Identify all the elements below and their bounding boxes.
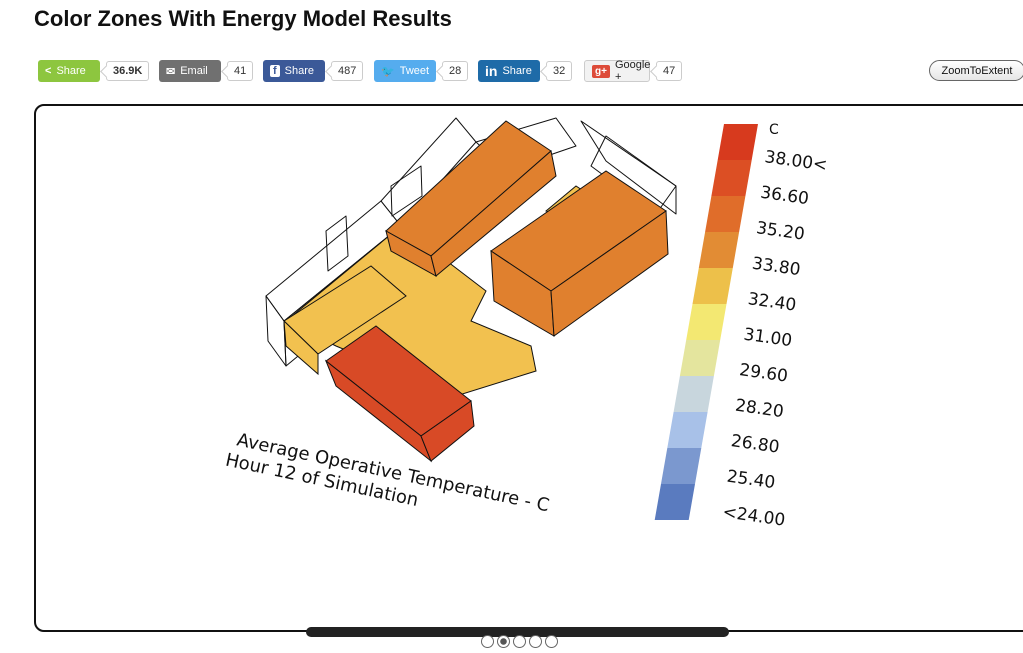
legend-swatch — [686, 304, 727, 340]
twitter-icon: 🐦 — [381, 65, 395, 78]
facebook-button[interactable]: f Share — [263, 60, 325, 82]
envelope-icon: ✉ — [166, 65, 176, 78]
legend-swatch — [679, 340, 721, 376]
legend-swatch — [711, 160, 752, 196]
legend-label: <24.00 — [721, 502, 786, 531]
linkedin-button[interactable]: in Share — [478, 60, 540, 82]
legend-swatch — [705, 196, 746, 232]
wireframe-zone — [265, 295, 287, 367]
legend-label: 35.20 — [755, 218, 806, 245]
pager-dot[interactable] — [545, 635, 558, 648]
zone-model-canvas[interactable]: C 38.00< 36.60 35.20 33.80 32.40 31.00 29.60 28… — [36, 106, 1023, 632]
legend-unit-label: C — [769, 122, 779, 138]
legend-label: 28.20 — [734, 396, 785, 423]
sharethis-count: 36.9K — [106, 61, 150, 81]
slide-pager — [481, 635, 558, 648]
legend-swatch — [717, 124, 758, 160]
wireframe-zone — [580, 120, 677, 215]
pager-dot[interactable] — [497, 635, 510, 648]
share-group-googleplus: g+ Google +47 — [584, 59, 683, 83]
pager-dot[interactable] — [529, 635, 542, 648]
legend-label: 29.60 — [738, 360, 789, 387]
horizontal-scrollbar[interactable] — [306, 627, 729, 637]
twitter-count: 28 — [442, 61, 469, 81]
pager-dot[interactable] — [513, 635, 526, 648]
legend-swatch — [698, 232, 740, 268]
legend-swatch — [661, 448, 702, 484]
googleplus-button[interactable]: g+ Google + — [584, 59, 651, 83]
legend-swatch — [654, 484, 695, 520]
page-title: Color Zones With Energy Model Results — [34, 6, 452, 31]
facebook-icon: f — [270, 65, 280, 77]
email-label: Email — [180, 65, 208, 77]
zone-west — [283, 265, 407, 376]
facebook-count: 487 — [331, 61, 364, 81]
googleplus-label: Google + — [614, 59, 651, 83]
legend-swatch — [667, 412, 708, 448]
legend-swatch — [692, 268, 733, 304]
3d-viewer[interactable]: C 38.00< 36.60 35.20 33.80 32.40 31.00 29.60 28… — [34, 104, 1023, 632]
email-count: 41 — [227, 61, 254, 81]
pager-dot[interactable] — [481, 635, 494, 648]
window-outline — [390, 165, 423, 217]
linkedin-label: Share — [502, 65, 532, 77]
googleplus-count: 47 — [656, 61, 683, 81]
share-group-linkedin: in Share 32 — [478, 59, 573, 83]
zone-south — [324, 325, 475, 463]
google-plus-icon: g+ — [592, 64, 610, 78]
legend-swatch — [673, 376, 714, 412]
legend-label: 25.40 — [726, 467, 777, 494]
zone-north — [385, 120, 557, 277]
zone-east — [490, 170, 669, 337]
legend-label: 36.60 — [759, 183, 810, 210]
legend-label: 26.80 — [730, 431, 781, 458]
legend-label: 33.80 — [751, 254, 802, 281]
facebook-label: Share — [284, 65, 315, 77]
sharethis-button[interactable]: < Share — [38, 60, 100, 82]
share-group-sharethis: < Share 36.9K — [38, 59, 150, 83]
legend-label: 31.00 — [742, 325, 793, 352]
legend-label: 32.40 — [747, 289, 798, 316]
email-button[interactable]: ✉ Email — [159, 60, 221, 82]
zoom-to-extent-button[interactable]: ZoomToExtent — [929, 60, 1023, 81]
linkedin-icon: in — [485, 63, 498, 79]
linkedin-count: 32 — [546, 61, 573, 81]
share-group-facebook: f Share 487 — [263, 59, 364, 83]
share-group-email: ✉ Email 41 — [159, 59, 254, 83]
twitter-label: Tweet — [399, 65, 430, 77]
color-legend — [654, 124, 758, 520]
sharethis-label: Share — [56, 65, 86, 77]
window-outline — [325, 215, 349, 272]
share-group-twitter: 🐦 Tweet 28 — [374, 59, 469, 83]
legend-label: 38.00< — [763, 147, 828, 176]
twitter-button[interactable]: 🐦 Tweet — [374, 60, 436, 82]
share-icon: < — [45, 65, 52, 77]
